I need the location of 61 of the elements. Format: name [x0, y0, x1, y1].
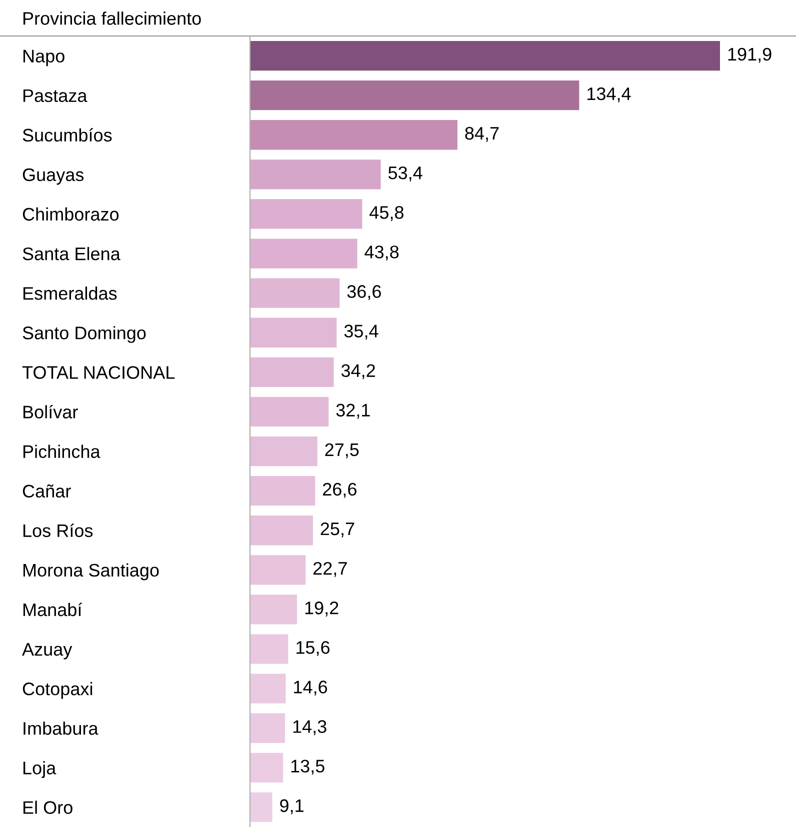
y-tick-label: Guayas	[22, 168, 84, 185]
data-label: 35,4	[344, 324, 378, 340]
bar	[250, 792, 272, 822]
bar	[250, 555, 306, 585]
bar	[250, 318, 337, 348]
y-tick-label: Napo	[23, 50, 64, 66]
data-label: 45,8	[370, 206, 404, 221]
y-tick-label: Esmeraldas	[23, 286, 117, 300]
y-tick-label: Cotopaxi	[22, 682, 92, 699]
y-tick-label: Santo Domingo	[22, 326, 146, 343]
chart-title: Provincia fallecimiento	[23, 12, 201, 25]
bar	[250, 436, 318, 466]
bar	[250, 120, 458, 150]
bar	[250, 594, 298, 624]
bar	[250, 357, 334, 388]
data-label: 134,4	[587, 87, 631, 102]
bar	[250, 752, 284, 783]
bar	[250, 199, 362, 229]
data-label: 14,6	[294, 680, 328, 696]
data-label: 36,6	[347, 285, 381, 300]
data-label: 191,9	[728, 48, 772, 63]
y-tick-label: Imbabura	[24, 722, 98, 735]
y-tick-label: Santa Elena	[22, 246, 120, 260]
bar	[250, 713, 286, 743]
y-tick-label: Manabí	[23, 602, 82, 616]
data-label: 22,7	[313, 562, 347, 577]
data-label: 43,8	[364, 246, 399, 261]
bar	[250, 476, 316, 506]
bar	[250, 238, 358, 268]
y-tick-label: Pastaza	[23, 89, 88, 102]
bar	[250, 278, 340, 308]
y-tick-label: TOTAL NACIONAL	[22, 366, 175, 379]
data-label: 32,1	[336, 404, 370, 419]
y-tick-label: Los Ríos	[23, 524, 93, 538]
y-tick-label: Sucumbíos	[22, 128, 112, 142]
data-label: 27,5	[325, 443, 359, 458]
data-label: 14,3	[293, 720, 326, 736]
bar	[250, 80, 580, 110]
data-label: 19,2	[305, 602, 338, 616]
y-tick-label: Loja	[23, 761, 56, 778]
data-label: 26,6	[323, 482, 356, 498]
y-tick-label: Cañar	[22, 484, 71, 498]
bar	[250, 674, 286, 704]
data-label: 25,7	[320, 522, 354, 538]
bar	[250, 160, 381, 190]
data-label: 34,2	[341, 364, 375, 380]
bar	[250, 40, 720, 71]
y-tick-label: Morona Santiago	[23, 563, 159, 580]
data-label: 13,5	[291, 760, 324, 775]
bar	[250, 396, 329, 427]
data-label: 9,1	[280, 799, 304, 814]
data-label: 84,7	[465, 126, 499, 142]
data-label: 53,4	[388, 166, 422, 182]
y-tick-label: El Oro	[23, 800, 72, 814]
bar	[250, 634, 288, 664]
y-tick-label: Chimborazo	[22, 207, 119, 221]
y-tick-label: Pichincha	[23, 444, 100, 458]
y-tick-label: Bolívar	[23, 404, 78, 418]
data-label: 15,6	[296, 641, 330, 656]
bar	[250, 516, 313, 546]
y-tick-label: Azuay	[22, 643, 72, 660]
